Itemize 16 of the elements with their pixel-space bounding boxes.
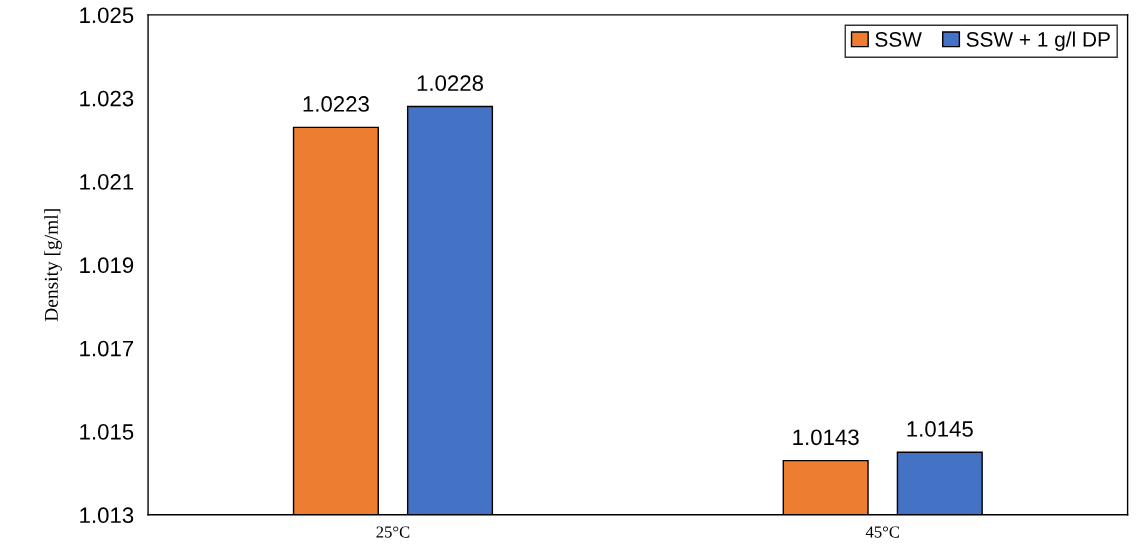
- y-tick-label: 1.025: [80, 7, 134, 24]
- x-tick-label: 45°C: [865, 526, 900, 538]
- data-label: 1.0145: [907, 421, 973, 437]
- y-tick-label: 1.023: [80, 90, 134, 107]
- legend-label: SSW: [875, 32, 922, 47]
- data-label: 1.0143: [793, 429, 859, 446]
- y-tick-label: 1.021: [80, 174, 134, 190]
- y-axis-title: Density [g/ml]: [44, 209, 62, 322]
- data-label: 1.0228: [417, 75, 484, 91]
- y-tick-label: 1.015: [80, 424, 134, 440]
- y-tick-label: 1.017: [80, 340, 134, 357]
- data-label: 1.0223: [303, 96, 369, 112]
- y-tick-label: 1.019: [80, 257, 134, 274]
- x-tick-label: 25°C: [376, 526, 410, 538]
- y-tick-label: 1.013: [80, 507, 134, 524]
- legend-label: SSW + 1 g/l DP: [966, 31, 1110, 51]
